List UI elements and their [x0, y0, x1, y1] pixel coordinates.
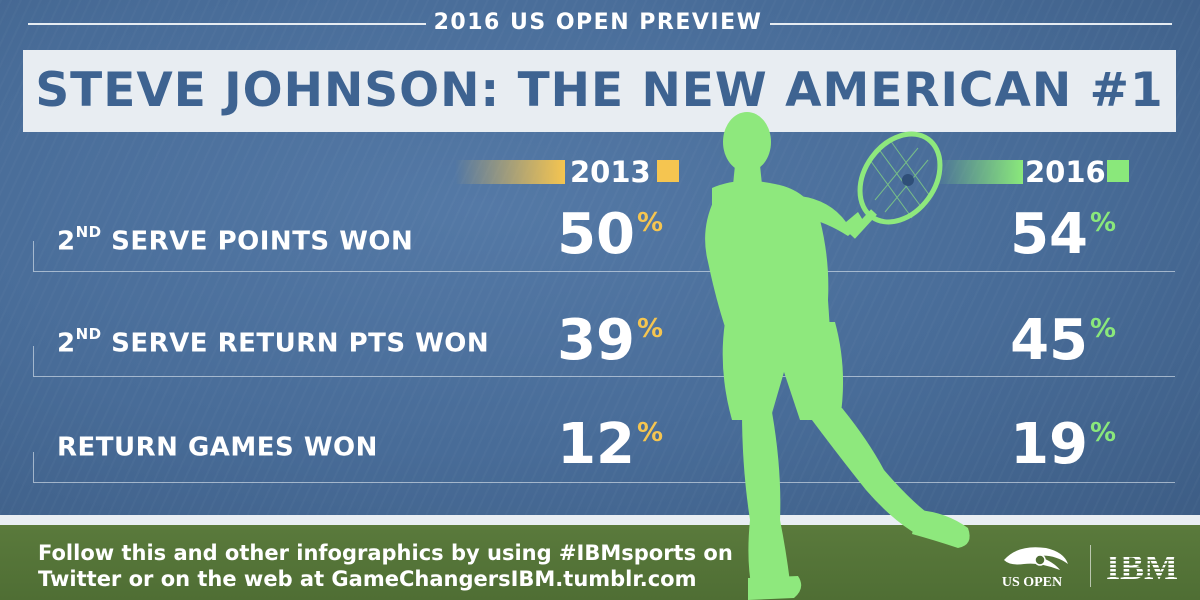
year-2013-swatch — [657, 160, 679, 182]
stat-label-text: SERVE POINTS WON — [101, 226, 414, 257]
grass-strip — [0, 525, 1200, 600]
title-banner: STEVE JOHNSON: THE NEW AMERICAN #1 — [23, 50, 1176, 132]
percent-sign-2013: % — [637, 208, 664, 238]
percent-sign-2016: % — [1090, 418, 1117, 448]
stat-label-prefix: 2 — [57, 226, 76, 257]
court-baseline — [0, 515, 1200, 525]
year-2013-label: 2013 — [570, 155, 651, 189]
row-divider-tick — [33, 452, 34, 482]
stat-value-2013: 39 — [557, 308, 635, 373]
row-divider — [33, 376, 1175, 377]
ibm-logo: IBM — [1106, 549, 1178, 583]
percent-sign-2016: % — [1090, 314, 1117, 344]
footer-line-2: Twitter or on the web at GameChangersIBM… — [38, 567, 697, 591]
year-2016-gradient-bar — [935, 160, 1023, 184]
row-divider — [33, 482, 1175, 483]
ibm-logo-text: IBM — [1106, 549, 1178, 583]
header-rule-right — [770, 23, 1172, 25]
stat-value-2013: 12 — [557, 412, 635, 477]
percent-sign-2016: % — [1090, 208, 1117, 238]
us-open-logo-text: US OPEN — [1002, 575, 1062, 590]
footer-line-1: Follow this and other infographics by us… — [38, 541, 733, 565]
stat-label-2nd-serve-points: 2ND SERVE POINTS WON — [57, 223, 414, 257]
us-open-logo: US OPEN — [1002, 547, 1068, 590]
footer-text: Follow this and other infographics by us… — [38, 540, 733, 592]
stat-value-2013: 50 — [557, 202, 635, 267]
preview-heading: 2016 US OPEN PREVIEW — [433, 10, 763, 35]
logo-divider — [1090, 545, 1091, 587]
stat-label-superscript: ND — [75, 223, 102, 241]
stat-label-2nd-serve-return: 2ND SERVE RETURN PTS WON — [57, 325, 490, 359]
stat-label-prefix: 2 — [57, 328, 76, 359]
stat-label-superscript: ND — [75, 325, 102, 343]
page-title: STEVE JOHNSON: THE NEW AMERICAN #1 — [35, 63, 1164, 118]
stat-label-text: SERVE RETURN PTS WON — [101, 328, 490, 359]
stat-value-2016: 45 — [1010, 308, 1088, 373]
stat-label-return-games: RETURN GAMES WON — [57, 432, 378, 463]
stat-value-2016: 54 — [1010, 202, 1088, 267]
header-rule-left — [28, 23, 426, 25]
percent-sign-2013: % — [637, 418, 664, 448]
row-divider — [33, 271, 1175, 272]
percent-sign-2013: % — [637, 314, 664, 344]
row-divider-tick — [33, 241, 34, 271]
year-2013-gradient-bar — [455, 160, 565, 184]
stat-label-text: RETURN GAMES WON — [57, 432, 378, 463]
stat-value-2016: 19 — [1010, 412, 1088, 477]
row-divider-tick — [33, 346, 34, 376]
year-2016-swatch — [1107, 160, 1129, 182]
year-2016-label: 2016 — [1025, 155, 1106, 189]
